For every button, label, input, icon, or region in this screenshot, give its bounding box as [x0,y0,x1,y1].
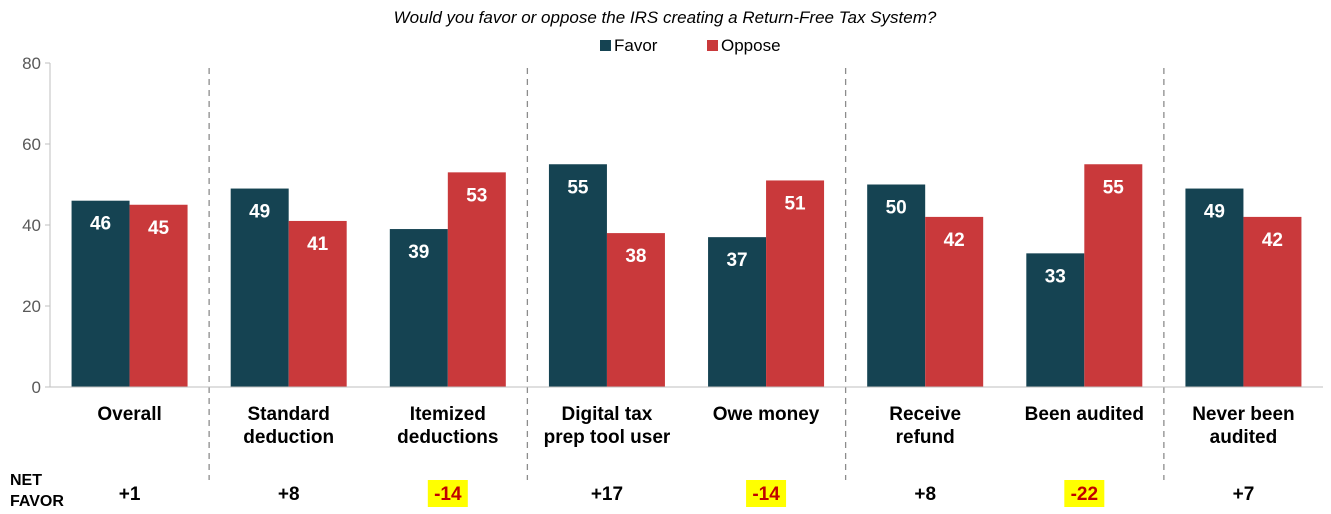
net-favor-label: NET FAVOR [10,472,64,510]
bar-oppose [1243,216,1302,387]
data-label-favor: 37 [726,250,747,271]
category-label: Receive refund [889,404,961,448]
net-favor-value: +7 [1233,484,1255,505]
bar-favor [867,184,926,387]
y-tick-label: 40 [22,216,41,235]
net-favor-row: NET FAVOR +1 +8 -14 +17 -14 +8 -22 +7 [10,472,1254,510]
net-favor-value: -14 [434,484,462,505]
legend-swatch-favor [600,40,611,51]
y-axis: 0 20 40 60 80 [22,54,51,397]
bar-oppose [129,204,188,387]
bar-favor [389,229,448,387]
data-label-oppose: 53 [466,185,487,206]
y-tick-label: 60 [22,135,41,154]
y-tick-label: 20 [22,297,41,316]
bars [71,164,1302,387]
data-label-favor: 49 [1204,202,1225,223]
bar-favor [1026,253,1085,387]
data-label-oppose: 42 [1262,230,1283,251]
net-highlight [427,480,468,507]
chart-title: Would you favor or oppose the IRS creati… [394,8,937,27]
net-highlight [746,480,787,507]
data-label-oppose: 41 [307,234,329,255]
category-label: Overall [97,404,161,425]
bar-favor [548,164,607,387]
data-label-favor: 39 [408,242,429,263]
bar-oppose [447,172,506,387]
data-label-oppose: 45 [148,218,170,239]
legend-label-favor: Favor [614,36,658,55]
data-label-favor: 55 [567,177,589,198]
net-favor-value: -14 [752,484,780,505]
category-labels: Overall Standard deduction Itemized deductio… [97,404,1294,448]
legend-swatch-oppose [707,40,718,51]
data-label-favor: 50 [886,198,907,219]
data-label-favor: 46 [90,214,111,235]
net-favor-value: +17 [591,484,623,505]
legend-label-oppose: Oppose [721,36,781,55]
bar-oppose [925,216,984,387]
bar-favor [230,188,289,387]
data-label-oppose: 55 [1103,177,1125,198]
category-label: Standard deduction [243,404,334,448]
bar-oppose [766,180,825,387]
legend: Favor Oppose [600,36,781,55]
category-label: Digital tax prep tool user [544,404,671,448]
bar-oppose [1084,164,1143,387]
net-favor-value: +1 [119,484,141,505]
data-label-favor: 33 [1045,266,1066,287]
data-label-oppose: 42 [944,230,965,251]
bar-oppose [288,220,347,387]
data-label-oppose: 51 [784,193,806,214]
bar-oppose [606,233,665,387]
group-dividers [208,68,1165,480]
category-label: Owe money [713,404,820,425]
bar-favor [1185,188,1244,387]
net-favor-value: +8 [278,484,300,505]
bar-favor [71,200,130,387]
net-highlight [1064,480,1105,507]
category-label: Never been audited [1192,404,1294,448]
data-label-oppose: 38 [625,246,646,267]
net-favor-value: +8 [914,484,936,505]
category-label: Been audited [1025,404,1144,425]
y-tick-label: 80 [22,54,41,73]
net-favor-value: -22 [1071,484,1098,505]
bar-favor [708,237,767,387]
value-labels: 46 45 49 41 39 53 55 38 37 51 50 42 33 55 49 42 [90,177,1283,287]
data-label-favor: 49 [249,202,270,223]
category-label: Itemized deductions [397,404,498,448]
y-tick-label: 0 [32,378,41,397]
